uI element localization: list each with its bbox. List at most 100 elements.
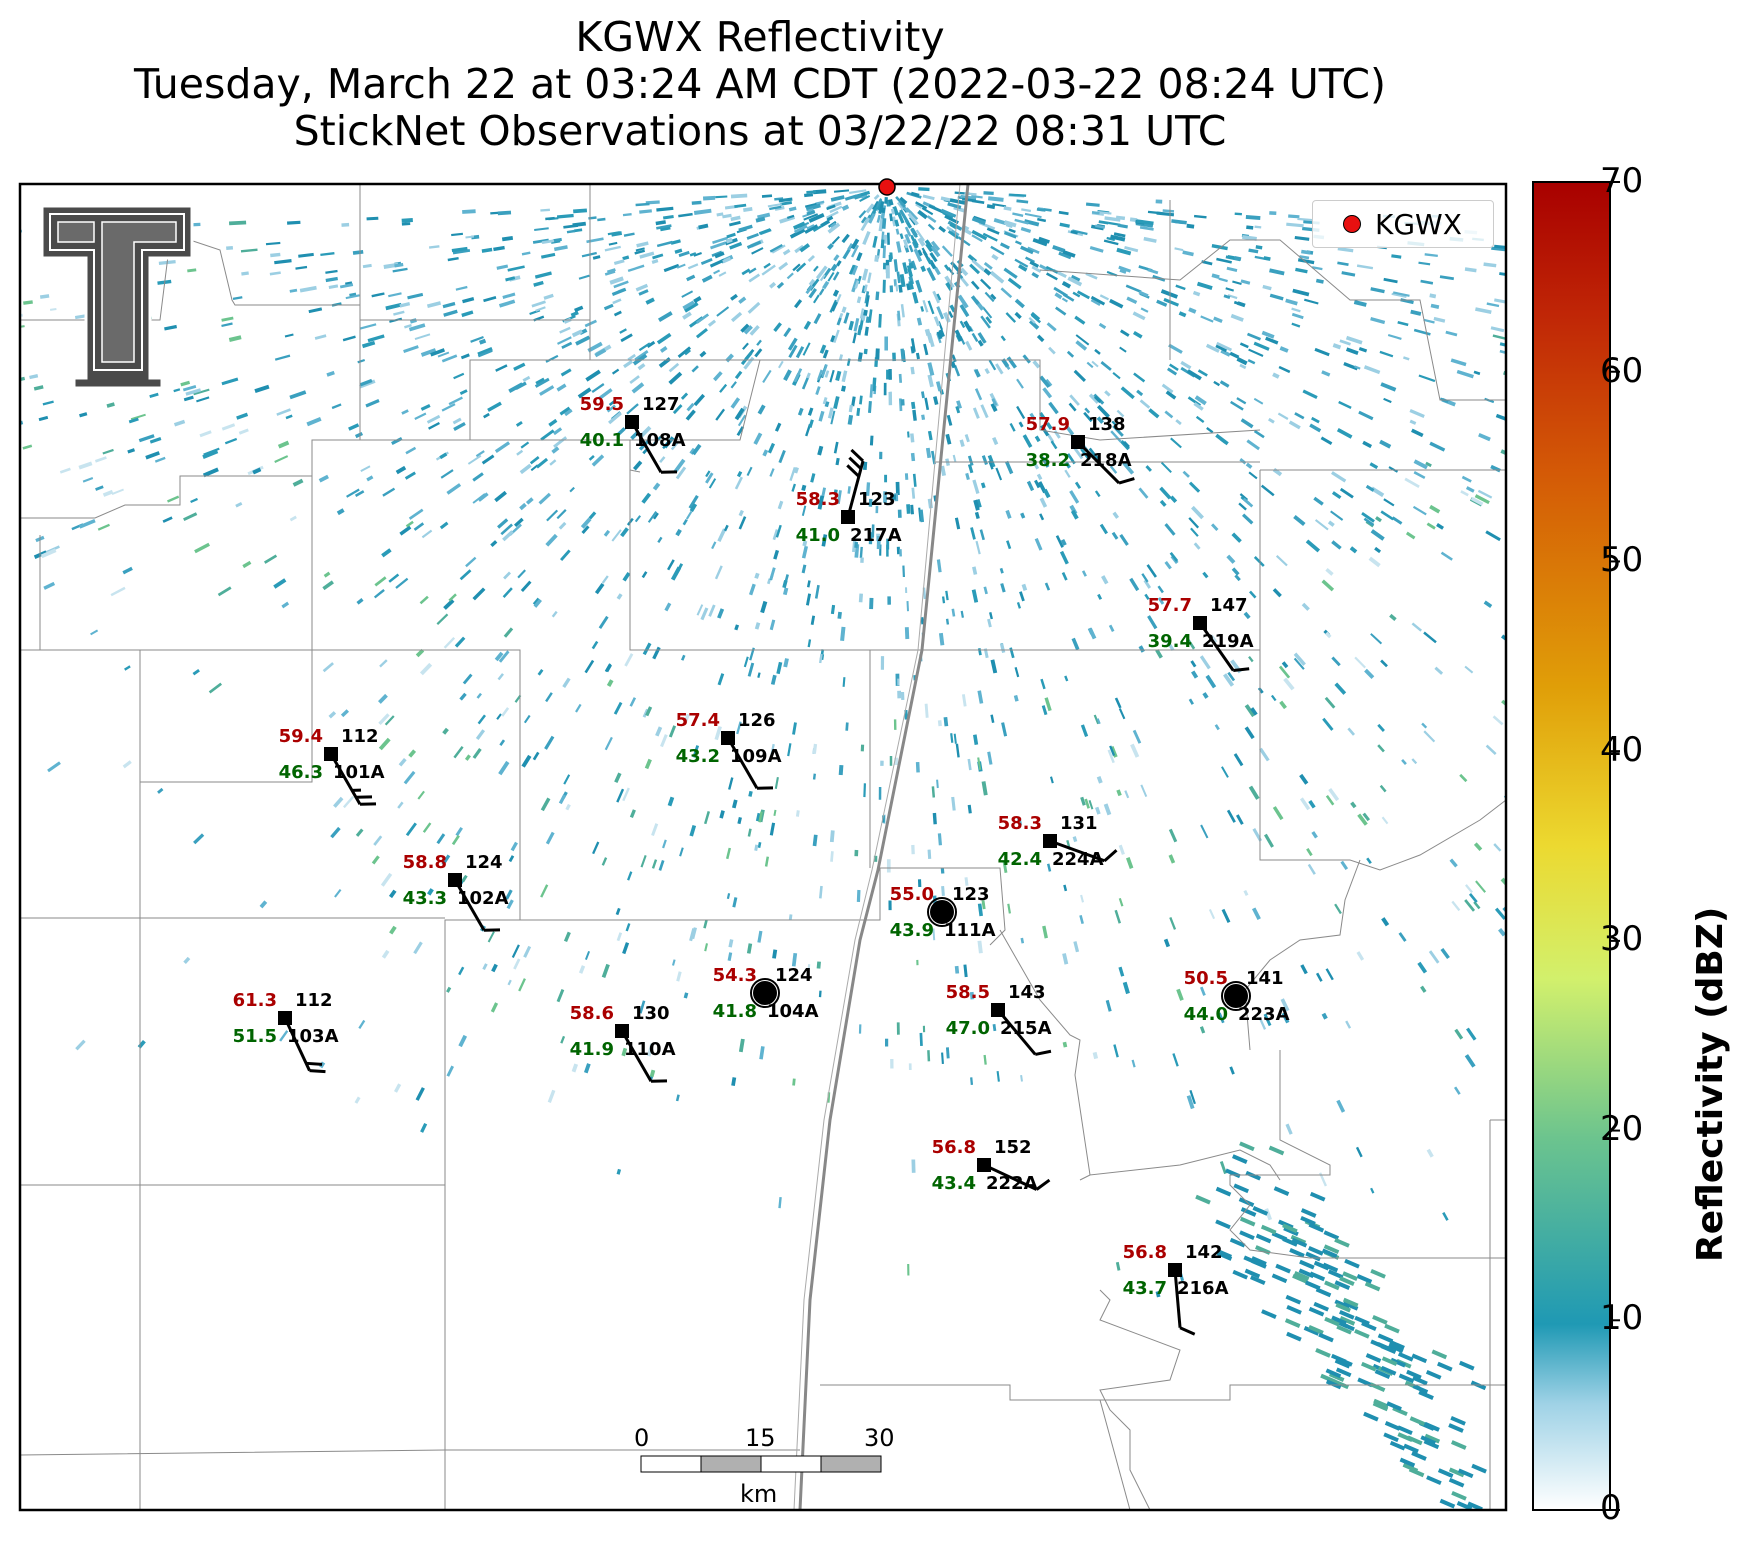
echo-gate: [1124, 245, 1139, 253]
echo-gate: [1311, 831, 1318, 839]
echo-gate: [729, 241, 743, 250]
echo-gate: [1252, 1206, 1269, 1216]
echo-gate: [902, 262, 909, 275]
echo-gate: [726, 893, 731, 900]
echo-gate: [532, 238, 549, 244]
echo-gate: [967, 804, 972, 814]
echo-gate: [276, 408, 291, 416]
echo-gate: [354, 1096, 361, 1104]
echo-gate: [394, 1083, 402, 1093]
echo-gate: [1299, 773, 1309, 785]
echo-gate: [1426, 1148, 1434, 1158]
echo-gate: [462, 296, 475, 304]
echo-gate: [893, 259, 899, 272]
echo-gate: [405, 822, 417, 837]
echo-gate: [559, 406, 571, 416]
echo-gate: [762, 369, 772, 383]
echo-gate: [1445, 330, 1458, 337]
echo-gate: [642, 708, 649, 718]
echo-gate: [1146, 564, 1157, 578]
echo-gate: [1032, 237, 1048, 247]
echo-gate: [1253, 429, 1265, 439]
echo-gate: [190, 497, 198, 504]
echo-gate: [908, 244, 914, 253]
echo-gate: [1323, 1230, 1340, 1241]
echo-gate: [806, 964, 811, 978]
echo-gate: [645, 200, 660, 205]
echo-gate: [1461, 475, 1472, 483]
echo-gate: [793, 224, 808, 234]
echo-gate: [916, 317, 923, 326]
echo-gate: [1211, 273, 1220, 279]
echo-gate: [615, 907, 621, 916]
echo-gate: [1156, 299, 1168, 307]
echo-gate: [670, 441, 679, 451]
echo-gate: [481, 247, 493, 253]
echo-gate: [927, 1050, 931, 1062]
echo-gate: [1448, 1423, 1464, 1433]
echo-gate: [1168, 343, 1183, 354]
echo-gate: [608, 399, 616, 407]
echo-gate: [1325, 1379, 1342, 1390]
echo-gate: [707, 319, 717, 327]
echo-gate: [921, 207, 934, 216]
echo-gate: [793, 221, 806, 230]
echo-gate: [1492, 715, 1504, 726]
echo-gate: [943, 716, 949, 727]
echo-gate: [668, 725, 677, 738]
echo-gate: [1116, 247, 1132, 256]
echo-gate: [487, 931, 495, 943]
echo-gate: [1309, 1271, 1326, 1282]
echo-gate: [601, 575, 609, 584]
echo-gate: [43, 581, 56, 590]
echo-gate: [1126, 857, 1134, 869]
echo-gate: [872, 200, 880, 211]
echo-gate: [401, 218, 413, 223]
echo-gate: [1331, 656, 1341, 667]
echo-gate: [1046, 322, 1057, 332]
station-temperature: 50.5: [1184, 968, 1228, 989]
echo-gate: [1295, 267, 1308, 274]
echo-gate: [793, 467, 799, 474]
echo-gate: [548, 418, 558, 427]
echo-gate: [1429, 441, 1446, 452]
echo-gate: [1044, 378, 1053, 387]
echo-gate: [1473, 901, 1481, 910]
echo-gate: [841, 306, 847, 313]
echo-gate: [1048, 401, 1059, 415]
echo-gate: [531, 300, 546, 308]
echo-gate: [187, 268, 197, 273]
echo-gate: [641, 571, 648, 579]
echo-gate: [819, 274, 826, 282]
echo-gate: [708, 478, 717, 489]
echo-gate: [808, 278, 816, 286]
echo-gate: [1361, 512, 1375, 523]
echo-gate: [544, 735, 555, 750]
echo-gate: [1221, 766, 1229, 778]
echo-gate: [797, 407, 804, 416]
echo-gate: [953, 364, 961, 377]
echo-gate: [841, 370, 848, 383]
echo-gate: [1229, 351, 1240, 359]
echo-gate: [1231, 532, 1242, 543]
echo-gate: [1230, 400, 1244, 411]
echo-gate: [810, 473, 816, 483]
echo-gate: [1084, 798, 1090, 809]
echo-gate: [461, 310, 474, 318]
echo-gate: [1030, 313, 1042, 324]
echo-gate: [1331, 1315, 1347, 1326]
echo-gate: [819, 653, 823, 664]
echo-gate: [931, 786, 936, 798]
echo-gate: [1410, 309, 1422, 316]
echo-gate: [1118, 897, 1124, 907]
echo-gate: [478, 338, 487, 345]
echo-gate: [1170, 437, 1182, 449]
echo-gate: [908, 280, 914, 290]
station-id: 215A: [1000, 1018, 1052, 1039]
echo-gate: [1091, 360, 1099, 368]
echo-gate: [1164, 410, 1174, 419]
echo-gate: [821, 364, 828, 378]
echo-gate: [867, 272, 872, 284]
station-wind-direction: 124: [775, 965, 813, 986]
echo-gate: [274, 259, 292, 265]
